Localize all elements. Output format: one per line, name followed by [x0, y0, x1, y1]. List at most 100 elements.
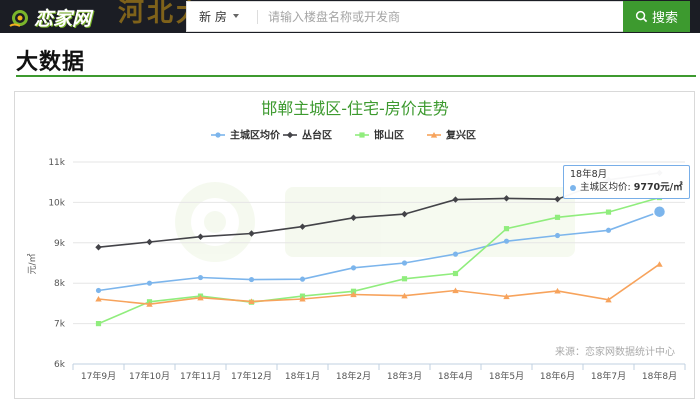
y-tick-label: 10k	[48, 198, 65, 208]
search-icon	[635, 10, 648, 23]
series-line	[98, 263, 660, 306]
x-tick-label: 18年8月	[642, 370, 677, 382]
data-point[interactable]	[95, 287, 102, 294]
data-point[interactable]	[248, 276, 255, 283]
tooltip-date: 18年8月	[570, 169, 608, 180]
data-point[interactable]	[401, 276, 408, 282]
data-point[interactable]	[350, 265, 357, 271]
search-bar: 新 房	[186, 1, 624, 32]
data-point[interactable]	[452, 251, 459, 257]
y-tick-label: 9k	[54, 239, 66, 249]
data-point[interactable]	[503, 293, 510, 300]
series-line	[98, 210, 660, 292]
x-tick-label: 18年3月	[387, 370, 422, 382]
x-tick-label: 18年2月	[336, 370, 371, 382]
data-point[interactable]	[554, 214, 561, 220]
data-point[interactable]	[350, 214, 357, 221]
data-point[interactable]	[95, 321, 102, 327]
x-tick-label: 17年10月	[129, 370, 170, 382]
x-tick-label: 18年1月	[285, 370, 320, 382]
data-point[interactable]	[503, 226, 510, 232]
data-point[interactable]	[503, 238, 510, 244]
data-point[interactable]	[95, 295, 102, 302]
data-point[interactable]	[401, 260, 408, 266]
hovered-data-point[interactable]	[652, 204, 667, 219]
data-point[interactable]	[401, 292, 408, 299]
data-point[interactable]	[248, 298, 255, 304]
data-point[interactable]	[146, 238, 153, 246]
data-point[interactable]	[452, 287, 459, 294]
data-point[interactable]	[554, 232, 561, 239]
legend-label: 邯山区	[374, 129, 404, 142]
data-point[interactable]	[197, 233, 204, 240]
data-point[interactable]	[350, 288, 357, 294]
y-axis-label: 元/㎡	[27, 253, 38, 274]
snail-logo-icon	[9, 10, 28, 27]
data-point[interactable]	[401, 210, 408, 218]
tooltip-series-name: 主城区均价	[580, 182, 628, 193]
section-divider	[16, 75, 696, 77]
site-logo[interactable]: 恋家网	[8, 4, 91, 30]
legend-item[interactable]: 主城区均价	[211, 129, 281, 142]
chevron-down-icon	[233, 14, 239, 18]
data-source: 来源：恋家网数据统计中心	[555, 345, 675, 358]
y-tick-label: 7k	[54, 320, 66, 330]
data-point[interactable]	[350, 291, 357, 298]
top-header: 河北大 恋家网 新 房 搜索	[0, 0, 700, 33]
data-point[interactable]	[197, 294, 204, 301]
logo-text: 恋家网	[34, 7, 92, 30]
x-tick-label: 18年5月	[489, 370, 524, 382]
series-复兴区	[95, 261, 663, 307]
data-point[interactable]	[503, 195, 510, 202]
x-tick-label: 18年4月	[438, 370, 473, 382]
tooltip-series-dot	[570, 185, 576, 191]
data-point[interactable]	[656, 261, 663, 267]
legend-label: 复兴区	[445, 129, 476, 142]
data-point[interactable]	[299, 223, 306, 230]
search-type-label: 新 房	[199, 10, 227, 24]
data-point[interactable]	[248, 230, 255, 237]
series-line	[98, 196, 660, 325]
data-point[interactable]	[197, 274, 204, 281]
x-tick-label: 17年12月	[231, 370, 272, 382]
data-point[interactable]	[452, 196, 459, 203]
data-point[interactable]	[299, 295, 306, 302]
data-point[interactable]	[430, 132, 438, 138]
data-point[interactable]	[554, 195, 561, 203]
data-point[interactable]	[95, 244, 102, 251]
chart-title: 邯郸主城区-住宅-房价走势	[261, 99, 449, 118]
watermark-logo	[175, 182, 575, 262]
series-主城区均价	[95, 209, 663, 294]
tooltip-row: 主城区均价: 9770元/㎡	[570, 181, 683, 195]
x-tick-label: 17年9月	[81, 370, 116, 382]
x-tick-label: 18年7月	[591, 370, 626, 382]
legend-label: 主城区均价	[230, 129, 281, 142]
legend-item[interactable]: 丛台区	[283, 129, 332, 142]
x-axis: 17年9月 17年10月 17年11月 17年12月 18年1月 18年2月 18年3月 18…	[72, 363, 686, 382]
y-tick-label: 8k	[54, 279, 66, 289]
y-tick-label: 6k	[54, 360, 66, 370]
price-trend-chart: 邯郸主城区-住宅-房价走势 主城区均价 丛台区 邯山区 复兴区 6k 7k 8k 9k 10k…	[27, 99, 686, 382]
search-button-label: 搜索	[651, 11, 678, 26]
data-point[interactable]	[215, 132, 221, 138]
data-point[interactable]	[146, 301, 153, 307]
data-point[interactable]	[605, 209, 612, 215]
y-tick-label: 11k	[48, 158, 65, 168]
data-point[interactable]	[286, 131, 294, 139]
data-point[interactable]	[554, 287, 561, 294]
search-input[interactable]	[266, 8, 623, 25]
legend-item[interactable]: 邯山区	[355, 129, 404, 142]
data-point[interactable]	[605, 296, 612, 303]
price-trend-chart-panel: 邯郸主城区-住宅-房价走势 主城区均价 丛台区 邯山区 复兴区 6k 7k 8k 9k 10k…	[14, 91, 695, 399]
legend-item[interactable]: 复兴区	[427, 129, 476, 142]
data-point[interactable]	[359, 132, 365, 138]
search-type-select[interactable]: 新 房	[187, 8, 251, 25]
chart-legend: 主城区均价 丛台区 邯山区 复兴区	[211, 129, 476, 142]
data-point[interactable]	[605, 227, 612, 233]
tooltip-value: 9770元/㎡	[633, 182, 683, 193]
search-button[interactable]: 搜索	[623, 1, 690, 32]
data-point[interactable]	[299, 276, 306, 282]
data-point[interactable]	[146, 280, 153, 286]
data-point[interactable]	[452, 270, 459, 277]
y-axis-ticks: 6k 7k 8k 9k 10k 11k	[48, 158, 65, 370]
